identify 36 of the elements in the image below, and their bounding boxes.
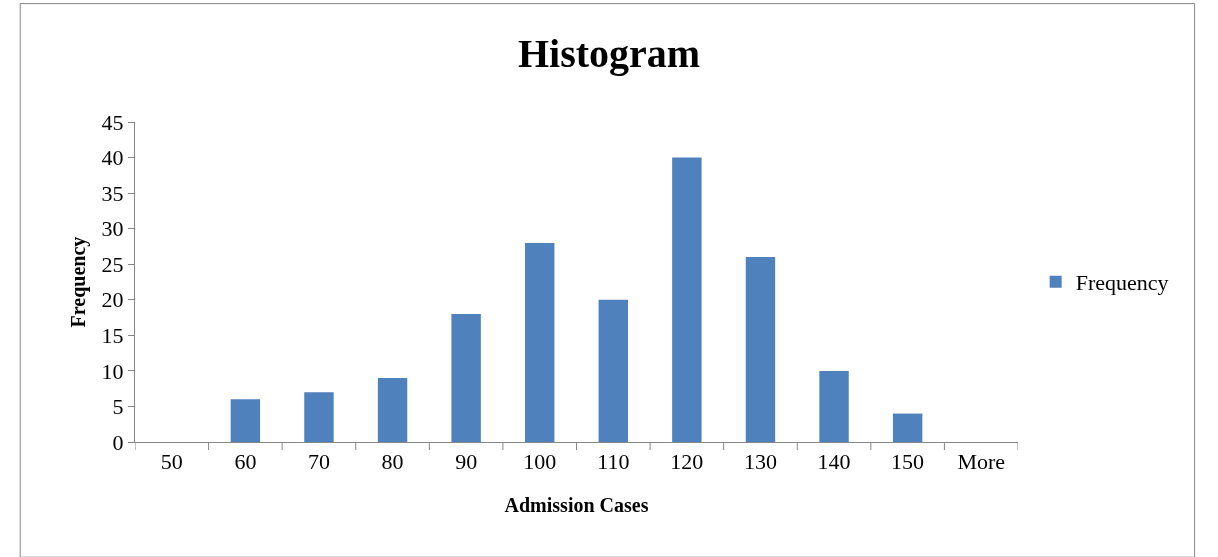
y-tick-label: 15 — [101, 323, 124, 349]
x-tick-label: 90 — [455, 449, 478, 475]
y-tick-label: 35 — [101, 180, 124, 206]
x-tick-label: 150 — [891, 449, 925, 475]
x-tick-label: 120 — [670, 449, 704, 475]
x-tick-label: 70 — [307, 449, 330, 475]
bar — [377, 378, 408, 442]
x-tick-label: 130 — [743, 449, 777, 475]
x-tick-label: 60 — [234, 449, 257, 475]
bar — [819, 370, 849, 442]
bar — [304, 392, 334, 442]
y-tick-label: 25 — [101, 251, 124, 277]
bar — [672, 157, 702, 442]
y-tick-label: 40 — [101, 145, 124, 171]
y-tick-label: 5 — [112, 394, 124, 420]
x-tick-label: 140 — [817, 449, 851, 475]
y-tick-label: 30 — [101, 216, 124, 242]
bar — [230, 399, 261, 442]
y-axis-title: Frequency — [67, 236, 90, 328]
y-tick-label: 0 — [112, 429, 124, 455]
bar — [745, 257, 776, 442]
bar — [451, 314, 481, 442]
x-tick-label: More — [957, 449, 1006, 475]
y-tick-label: 10 — [101, 358, 124, 384]
bar — [524, 242, 555, 442]
x-axis-title: Admission Cases — [504, 494, 649, 516]
x-tick-label: 110 — [597, 449, 630, 475]
x-tick-label: 100 — [523, 449, 557, 475]
chart-title: Histogram — [517, 30, 701, 76]
bar — [598, 299, 629, 442]
bar — [892, 413, 923, 442]
y-tick-label: 20 — [101, 287, 124, 313]
y-tick-label: 45 — [101, 109, 124, 135]
x-tick-label: 80 — [381, 449, 404, 475]
x-tick-label: 50 — [160, 449, 183, 475]
legend-label: Frequency — [1075, 270, 1169, 296]
